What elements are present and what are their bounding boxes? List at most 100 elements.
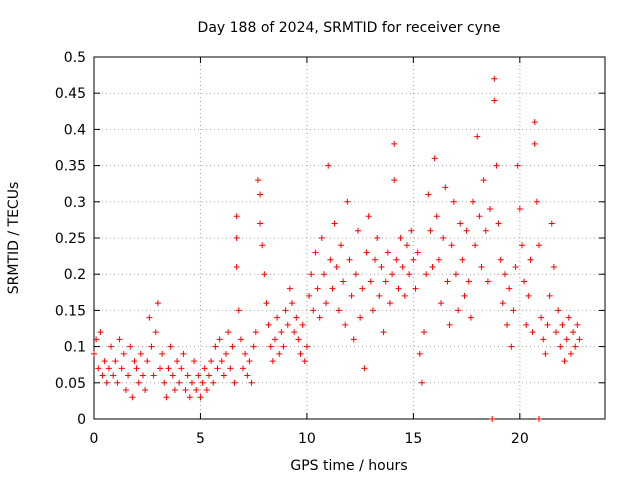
data-point: [576, 336, 583, 343]
data-point: [112, 358, 119, 365]
data-point: [469, 198, 476, 205]
data-point: [491, 97, 498, 104]
data-point: [389, 271, 396, 278]
data-point: [205, 372, 212, 379]
data-point: [538, 314, 545, 321]
data-point: [233, 213, 240, 220]
data-point: [310, 307, 317, 314]
data-point: [137, 350, 144, 357]
data-point: [446, 321, 453, 328]
data-point: [342, 321, 349, 328]
data-point: [448, 242, 455, 249]
data-point: [444, 278, 451, 285]
y-tick-label: 0.35: [55, 159, 86, 175]
y-tick-label: 0.25: [55, 231, 86, 247]
data-point: [429, 263, 436, 270]
data-point: [514, 162, 521, 169]
data-point: [269, 358, 276, 365]
data-point: [418, 379, 425, 386]
data-point: [501, 271, 508, 278]
data-point: [261, 271, 268, 278]
data-point: [533, 198, 540, 205]
data-point: [369, 307, 376, 314]
data-point: [199, 379, 206, 386]
data-point: [535, 416, 542, 422]
data-point: [203, 387, 210, 394]
data-point: [442, 184, 449, 191]
data-point: [553, 329, 560, 336]
data-point: [348, 292, 355, 299]
data-point: [150, 372, 157, 379]
data-point: [201, 365, 208, 372]
data-point: [212, 343, 219, 350]
data-point: [163, 394, 170, 401]
grid-lines: [94, 57, 605, 419]
data-point: [316, 314, 323, 321]
data-point: [278, 329, 285, 336]
data-point: [563, 336, 570, 343]
data-point: [323, 300, 330, 307]
data-point: [233, 235, 240, 241]
data-point: [561, 358, 568, 365]
data-point: [220, 372, 227, 379]
data-point: [159, 350, 166, 357]
data-point: [116, 336, 123, 343]
data-point: [154, 300, 161, 307]
data-point: [380, 329, 387, 336]
data-point: [297, 350, 304, 357]
data-point: [129, 394, 136, 401]
data-point: [506, 285, 513, 292]
data-point: [465, 278, 472, 285]
data-point: [271, 336, 278, 343]
data-point: [208, 358, 215, 365]
data-point: [318, 235, 325, 241]
data-point: [531, 119, 538, 126]
data-point: [367, 278, 374, 285]
data-point: [416, 350, 423, 357]
data-point: [527, 256, 534, 263]
data-point: [161, 379, 168, 386]
y-tick-label: 0.3: [64, 195, 86, 211]
data-point: [274, 314, 281, 321]
data-point: [431, 155, 438, 162]
data-point: [105, 365, 112, 372]
data-point: [237, 336, 244, 343]
data-point: [346, 256, 353, 263]
data-point: [299, 321, 306, 328]
data-point: [391, 177, 398, 184]
data-point: [550, 263, 557, 270]
data-point: [257, 191, 264, 198]
data-point: [246, 358, 253, 365]
data-point: [276, 350, 283, 357]
data-point: [363, 249, 370, 256]
data-point: [306, 292, 313, 299]
data-point: [361, 365, 368, 372]
data-point: [144, 358, 151, 365]
x-tick-label: 5: [196, 431, 205, 447]
data-point: [455, 307, 462, 314]
data-point: [572, 343, 579, 350]
data-point: [176, 379, 183, 386]
x-tick-labels: 0 5 10 15 20: [90, 431, 529, 447]
data-point: [425, 191, 432, 198]
data-point: [329, 285, 336, 292]
data-point: [450, 198, 457, 205]
data-point: [148, 343, 155, 350]
data-point: [499, 300, 506, 307]
data-point: [118, 365, 125, 372]
chart-title: Day 188 of 2024, SRMTID for receiver cyn…: [198, 20, 501, 36]
data-point: [325, 162, 332, 169]
data-point: [240, 365, 247, 372]
data-point: [218, 358, 225, 365]
data-point: [182, 387, 189, 394]
data-point: [574, 321, 581, 328]
y-tick-label: 0.1: [64, 340, 86, 356]
data-point: [101, 358, 108, 365]
data-point: [108, 343, 115, 350]
data-point: [555, 307, 562, 314]
data-points: [91, 75, 583, 422]
data-point: [120, 350, 127, 357]
data-point: [335, 307, 342, 314]
data-point: [544, 321, 551, 328]
